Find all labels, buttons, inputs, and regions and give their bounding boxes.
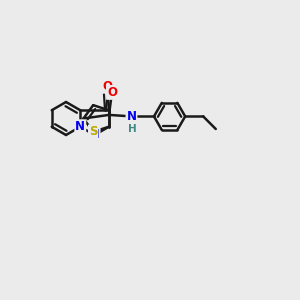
Text: S: S — [89, 125, 98, 138]
Text: N: N — [75, 120, 85, 133]
Text: H: H — [128, 124, 136, 134]
Text: O: O — [107, 86, 117, 99]
Text: N: N — [127, 110, 136, 123]
Text: N: N — [90, 128, 100, 142]
Text: O: O — [102, 80, 112, 93]
